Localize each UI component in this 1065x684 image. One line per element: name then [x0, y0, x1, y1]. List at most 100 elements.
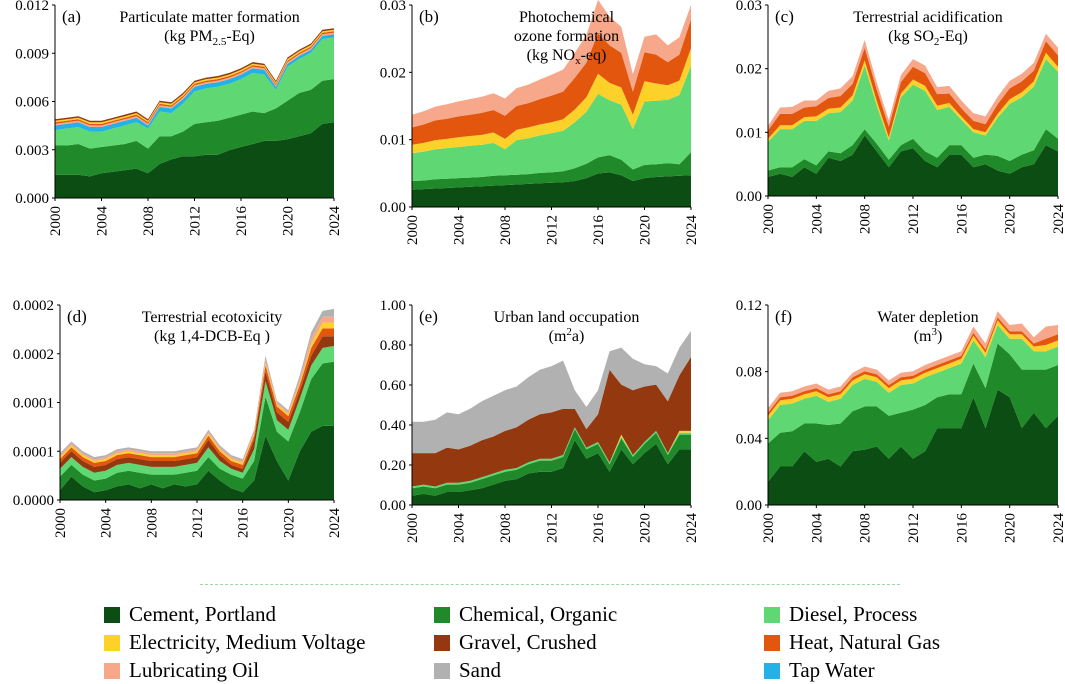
chart-title: Terrestrial acidification — [853, 9, 1002, 26]
x-tick-label: 2004 — [809, 204, 825, 235]
x-tick-label: 2004 — [809, 513, 825, 544]
divider-line — [200, 584, 900, 585]
y-tick-label: 0.80 — [380, 338, 406, 354]
chart-unit: (kg PM2.5-Eq) — [164, 28, 255, 48]
area-tap-water — [55, 34, 334, 132]
area-chemical-organic — [412, 429, 691, 496]
area-sand — [412, 330, 691, 454]
y-tick-label: 0.04 — [736, 431, 763, 447]
area-cement-portland — [55, 122, 334, 198]
y-tick-label: 0.0001 — [13, 444, 54, 460]
area-cement-portland — [412, 440, 691, 505]
x-tick-label: 2016 — [234, 206, 250, 237]
x-tick-label: 2012 — [545, 513, 561, 543]
panel-label: (a) — [62, 7, 81, 26]
x-tick-label: 2024 — [327, 508, 343, 539]
y-tick-label: 0.20 — [380, 458, 406, 474]
legend-item: Sand — [434, 658, 501, 683]
legend-swatch — [434, 606, 450, 623]
legend-item: Lubricating Oil — [104, 658, 259, 683]
x-tick-label: 2016 — [591, 513, 607, 544]
legend-item: Gravel, Crushed — [434, 630, 597, 655]
legend-swatch — [764, 606, 780, 623]
legend-label: Sand — [459, 658, 501, 682]
x-tick-label: 2020 — [281, 206, 297, 236]
area-chemical-organic — [55, 79, 334, 177]
chart-title: Photochemical — [519, 9, 615, 26]
y-tick-label: 0.003 — [15, 143, 49, 159]
y-tick-label: 0.00 — [380, 200, 406, 216]
area-diesel-process — [768, 325, 1058, 444]
chart-unit: (kg NOx-eq) — [527, 47, 607, 67]
legend-item: Electricity, Medium Voltage — [104, 630, 365, 655]
y-tick-label: 0.0000 — [13, 493, 54, 509]
chart-title: Water depletion — [877, 309, 978, 326]
chart-panel-f: 0.00 0.04 0.08 0.12 2000 2004 2008 2012 2016 2020… — [736, 298, 1065, 543]
legend-label: Tap Water — [789, 658, 875, 682]
x-tick-label: 2000 — [405, 513, 421, 543]
area-diesel-process — [768, 59, 1058, 171]
x-tick-label: 2016 — [954, 513, 970, 544]
legend-item: Tap Water — [764, 658, 875, 683]
chart-unit: (m2a) — [549, 326, 585, 345]
y-tick-label: 0.08 — [736, 365, 762, 381]
legend-label: Cement, Portland — [129, 602, 276, 626]
x-tick-label: 2024 — [1051, 513, 1065, 544]
x-tick-label: 2024 — [327, 206, 343, 237]
y-tick-label: 0.00 — [736, 498, 762, 514]
chart-title: Terrestrial ecotoxicity — [142, 309, 283, 326]
area-lubricating-oil — [412, 0, 691, 128]
y-tick-label: 0.03 — [380, 0, 406, 14]
area-electricity-medium-voltage — [412, 48, 691, 154]
panel-label: (e) — [419, 307, 438, 326]
x-tick-label: 2012 — [906, 204, 922, 234]
chart-panel-a: 0.000 0.003 0.006 0.009 0.012 2000 2004 2008 201… — [15, 0, 343, 236]
area-cement-portland — [60, 425, 334, 500]
chart-unit: (m3) — [914, 326, 943, 345]
x-tick-label: 2020 — [638, 513, 654, 543]
area-chemical-organic — [412, 152, 691, 190]
x-tick-label: 2004 — [95, 206, 111, 237]
area-chemical-organic — [768, 343, 1058, 482]
area-cement-portland — [768, 135, 1058, 196]
x-tick-label: 2020 — [1003, 513, 1019, 543]
legend-label: Gravel, Crushed — [459, 630, 597, 654]
chart-panel-c: 0.00 0.01 0.02 0.03 2000 2004 2008 2012 2016 2020… — [736, 0, 1065, 234]
x-tick-label: 2000 — [48, 206, 64, 236]
x-tick-label: 2020 — [638, 215, 654, 245]
area-cement-portland — [768, 389, 1058, 505]
x-tick-label: 2012 — [190, 508, 206, 538]
chart-title: Urban land occupation — [494, 309, 640, 326]
y-tick-label: 0.12 — [736, 298, 762, 314]
panel-label: (d) — [67, 307, 87, 326]
y-tick-label: 0.00 — [380, 498, 406, 514]
x-tick-label: 2016 — [591, 215, 607, 246]
x-tick-label: 2008 — [498, 513, 514, 543]
chart-title: Particulate matter formation — [119, 9, 299, 26]
y-tick-label: 0.00 — [736, 189, 762, 205]
area-chemical-organic — [60, 361, 334, 493]
y-tick-label: 0.0002 — [13, 347, 54, 363]
legend-swatch — [104, 606, 120, 623]
x-tick-label: 2020 — [1003, 204, 1019, 234]
x-tick-label: 2008 — [498, 215, 514, 245]
area-cement-portland — [412, 172, 691, 207]
panel-label: (b) — [419, 7, 439, 26]
legend-item: Diesel, Process — [764, 602, 917, 627]
legend-label: Chemical, Organic — [459, 602, 618, 626]
x-tick-label: 2024 — [684, 215, 700, 246]
legend-label: Diesel, Process — [789, 602, 918, 626]
x-tick-label: 2020 — [281, 508, 297, 538]
y-tick-label: 0.01 — [736, 125, 762, 141]
chart-unit: (kg SO2-Eq) — [888, 28, 968, 48]
x-tick-label: 2024 — [684, 513, 700, 544]
legend-label: Electricity, Medium Voltage — [129, 630, 366, 654]
panel-label: (c) — [775, 7, 794, 26]
chart-panel-d: 0.0000 0.0001 0.0001 0.0002 0.0002 2000 2004 20… — [13, 298, 343, 538]
chart-panel-e: 0.00 0.20 0.40 0.60 0.80 1.00 2000 2004 2008 2012… — [380, 298, 700, 543]
y-tick-label: 0.60 — [380, 378, 406, 394]
x-tick-label: 2024 — [1051, 204, 1065, 235]
legend-item: Cement, Portland — [104, 602, 276, 627]
area-lubricating-oil — [768, 311, 1058, 413]
x-tick-label: 2000 — [53, 508, 69, 538]
